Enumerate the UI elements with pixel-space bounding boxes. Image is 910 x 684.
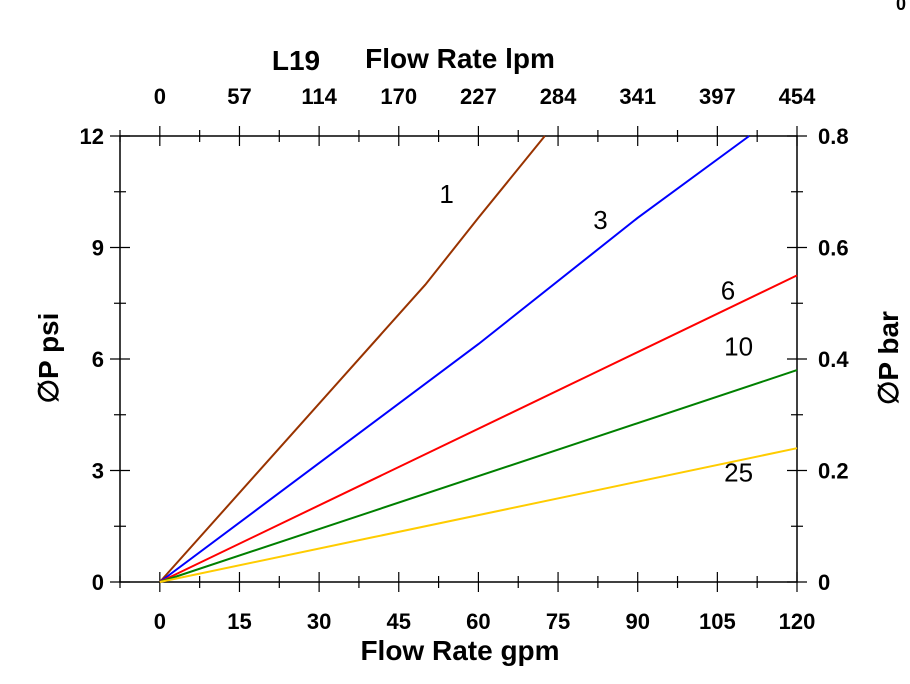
y-tick-label: 12 [80, 124, 104, 149]
series-line-3 [159, 135, 750, 583]
x-tick-label: 120 [779, 609, 816, 634]
y-tick-label: 0 [92, 570, 104, 595]
series-line-10 [159, 369, 798, 583]
corner-mark: 0 [896, 0, 906, 14]
top-x-tick-label: 170 [380, 84, 417, 109]
x-axis-label: Flow Rate gpm [360, 635, 559, 666]
top-x-tick-label: 0 [154, 84, 166, 109]
top-x-tick-label: 397 [699, 84, 736, 109]
series-line-25 [159, 447, 798, 583]
y-tick-label: 6 [92, 347, 104, 372]
series-annotations: 1 3 6 10 25 [439, 179, 753, 488]
series-label-25: 25 [724, 458, 753, 488]
series-label-3: 3 [593, 205, 607, 235]
x-tick-label: 60 [466, 609, 490, 634]
series-lines [159, 135, 798, 583]
x-tick-label: 90 [625, 609, 649, 634]
right-y-tick-label: 0.6 [818, 236, 849, 261]
x-tick-label: 105 [699, 609, 736, 634]
top-x-tick-label: 114 [301, 84, 337, 109]
x-tick-label: 0 [154, 609, 166, 634]
x-tick-label: 45 [387, 609, 411, 634]
top-x-tick-label: 57 [227, 84, 251, 109]
top-x-tick-label: 227 [460, 84, 497, 109]
top-x-tick-label: 284 [540, 84, 577, 109]
y-axis-label: ∅P psi [33, 313, 64, 404]
right-y-tick-label: 0.8 [818, 124, 849, 149]
y-tick-label: 9 [92, 236, 104, 261]
top-x-tick-label: 454 [779, 84, 816, 109]
right-y-tick-label: 0.4 [818, 347, 849, 372]
x-tick-label: 15 [227, 609, 251, 634]
series-line-1 [159, 135, 546, 583]
top-x-axis-label: Flow Rate lpm [365, 43, 555, 74]
chart-title: L19 [272, 45, 320, 76]
top-x-tick-label: 341 [619, 84, 656, 109]
right-y-tick-label: 0.2 [818, 459, 849, 484]
x-tick-label: 30 [307, 609, 331, 634]
right-y-axis-label: ∅P bar [873, 311, 904, 405]
right-y-tick-label: 0 [818, 570, 830, 595]
series-label-10: 10 [724, 331, 753, 361]
series-label-6: 6 [721, 276, 735, 306]
series-label-1: 1 [439, 179, 453, 209]
x-tick-label: 75 [546, 609, 570, 634]
axis-ticks [110, 126, 807, 592]
series-line-6 [159, 274, 798, 583]
y-tick-label: 3 [92, 459, 104, 484]
